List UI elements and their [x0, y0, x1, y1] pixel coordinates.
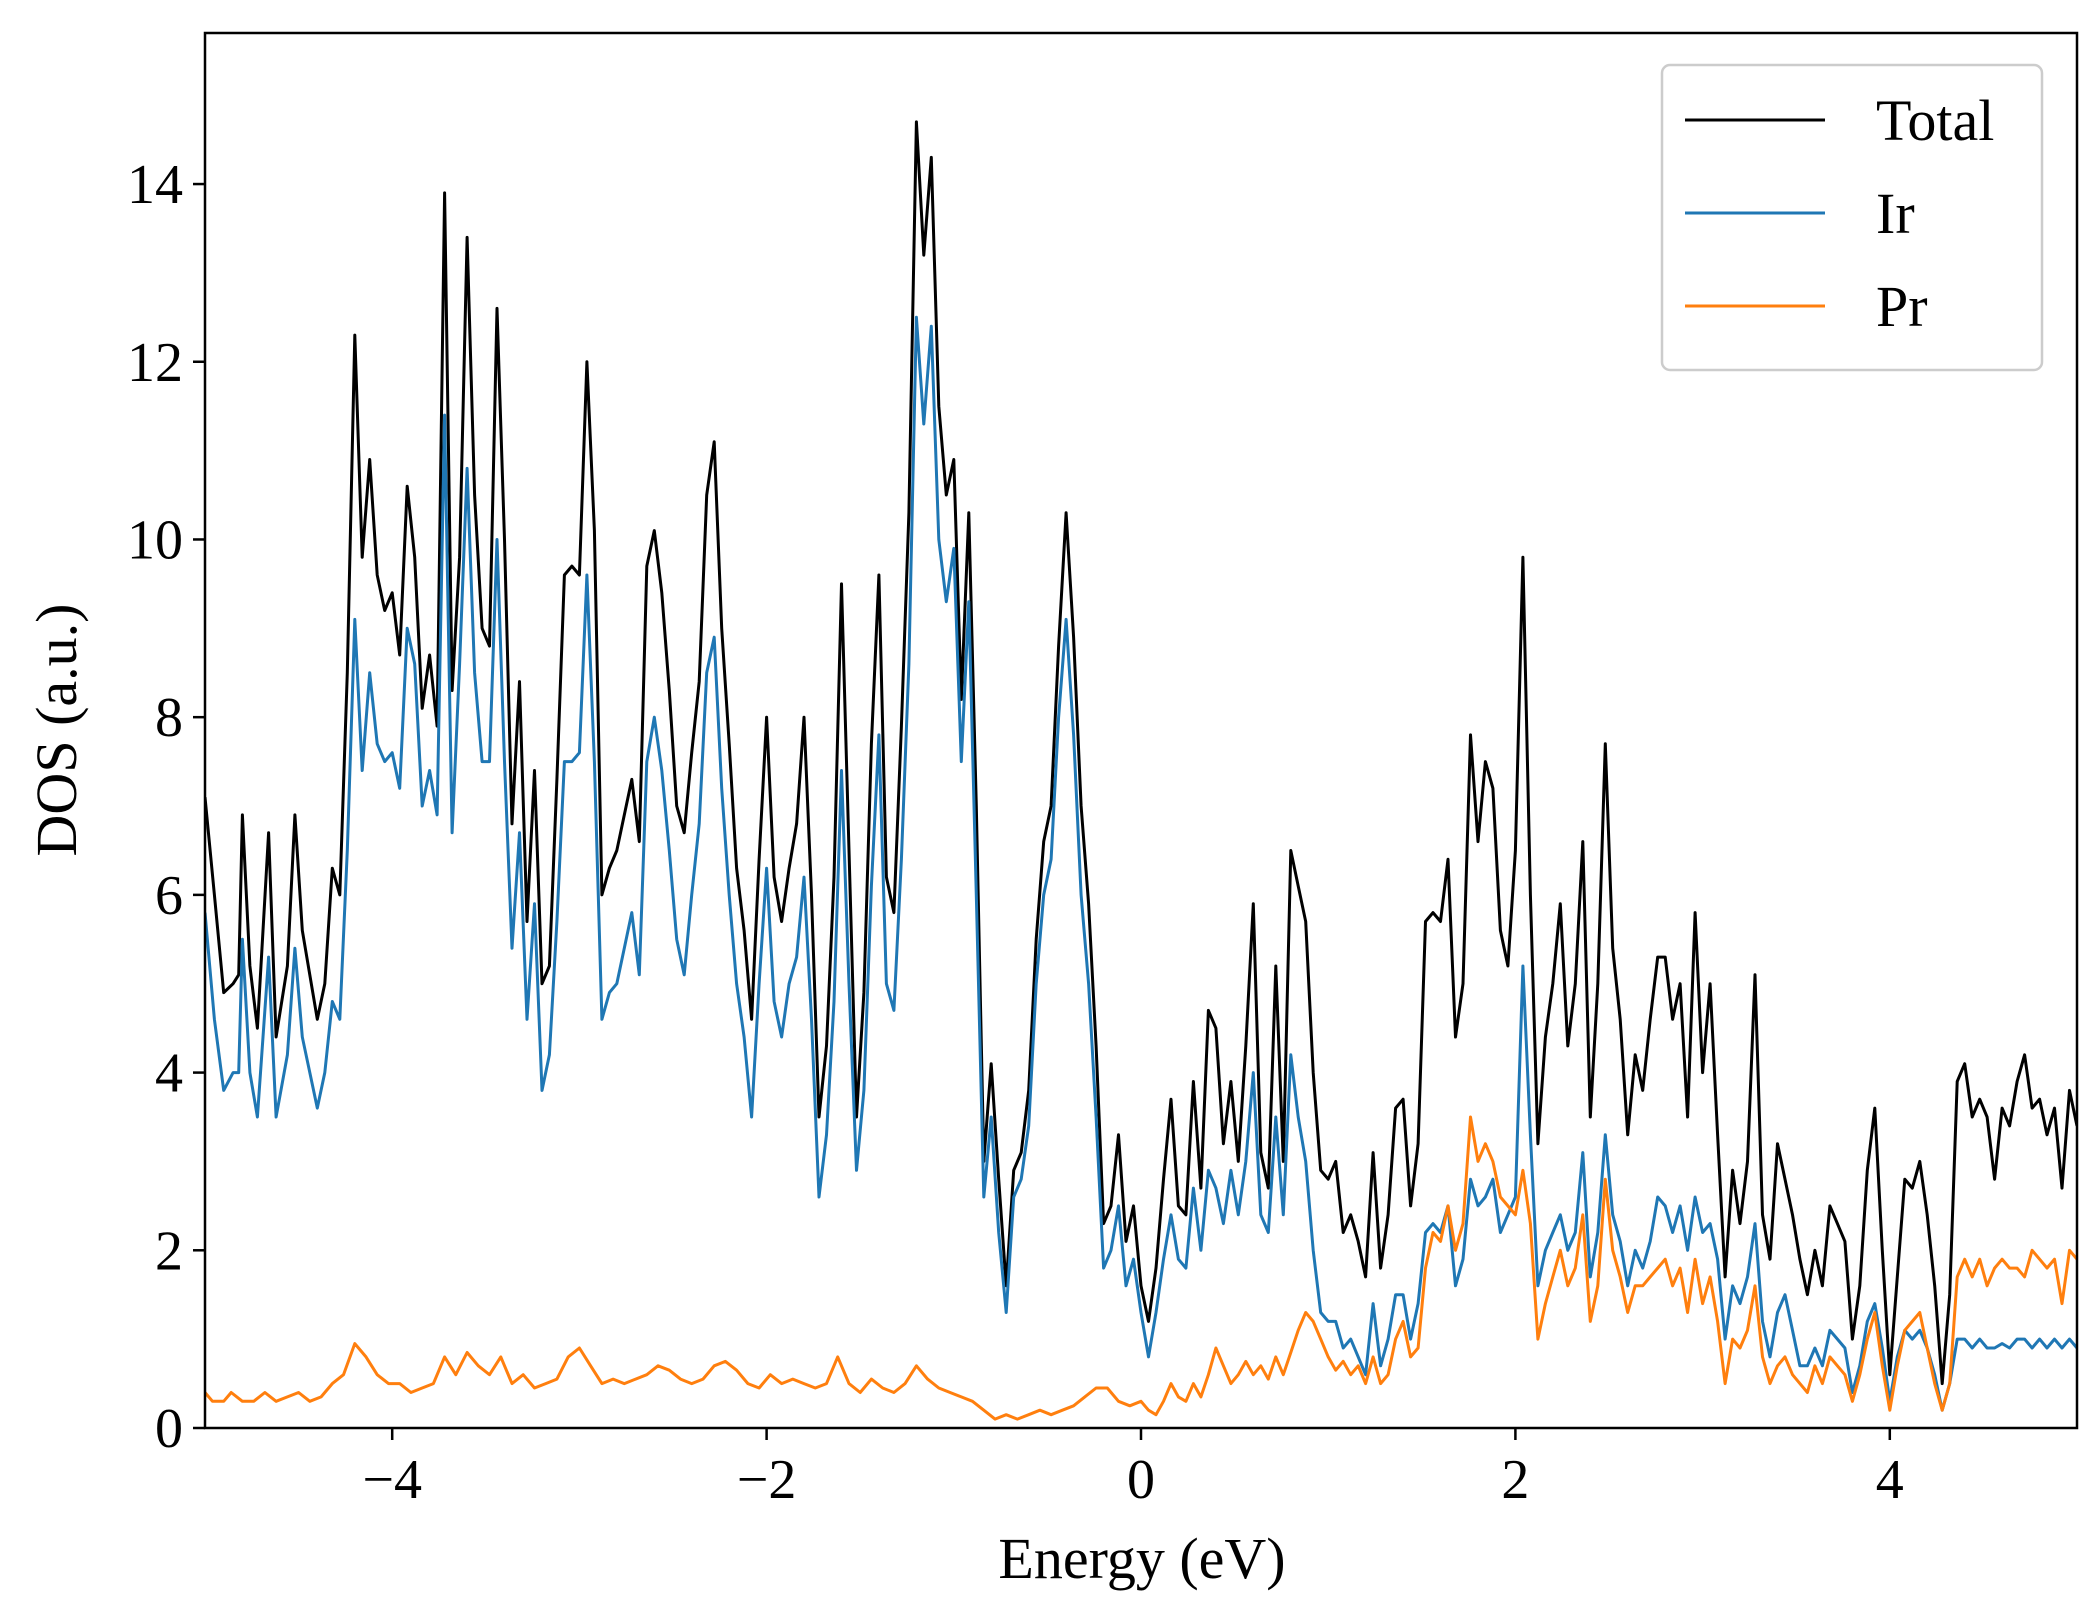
x-tick-label: 4 — [1876, 1449, 1904, 1511]
legend-label-total: Total — [1876, 88, 1994, 153]
series-line-pr — [205, 1115, 2077, 1421]
x-tick-label: 2 — [1501, 1449, 1529, 1511]
series-line-ir — [205, 315, 2077, 1412]
series-layer — [205, 120, 2077, 1421]
y-tick-label: 14 — [127, 154, 183, 216]
y-tick-label: 2 — [155, 1220, 183, 1282]
x-axis-title: Energy (eV) — [998, 1526, 1285, 1591]
series-line-total — [205, 120, 2077, 1386]
legend-box — [1660, 63, 2044, 372]
x-tick-label: −4 — [362, 1449, 422, 1511]
x-tick-label: −2 — [737, 1449, 797, 1511]
y-tick-label: 12 — [127, 332, 183, 394]
axes-layer: −4 −2 0 2 4 0 2 4 6 8 10 12 14 — [127, 31, 2079, 1511]
legend-label-ir: Ir — [1876, 181, 1915, 246]
y-tick-label: 0 — [155, 1398, 183, 1460]
x-tick-label: 0 — [1127, 1449, 1155, 1511]
y-tick-label: 4 — [155, 1043, 183, 1105]
y-tick-label: 10 — [127, 509, 183, 571]
y-tick-label: 6 — [155, 865, 183, 927]
y-tick-label: 8 — [155, 687, 183, 749]
y-axis-title: DOS (a.u.) — [24, 604, 89, 857]
legend-label-pr: Pr — [1876, 274, 1928, 339]
legend: Total Ir Pr — [1660, 63, 2044, 372]
